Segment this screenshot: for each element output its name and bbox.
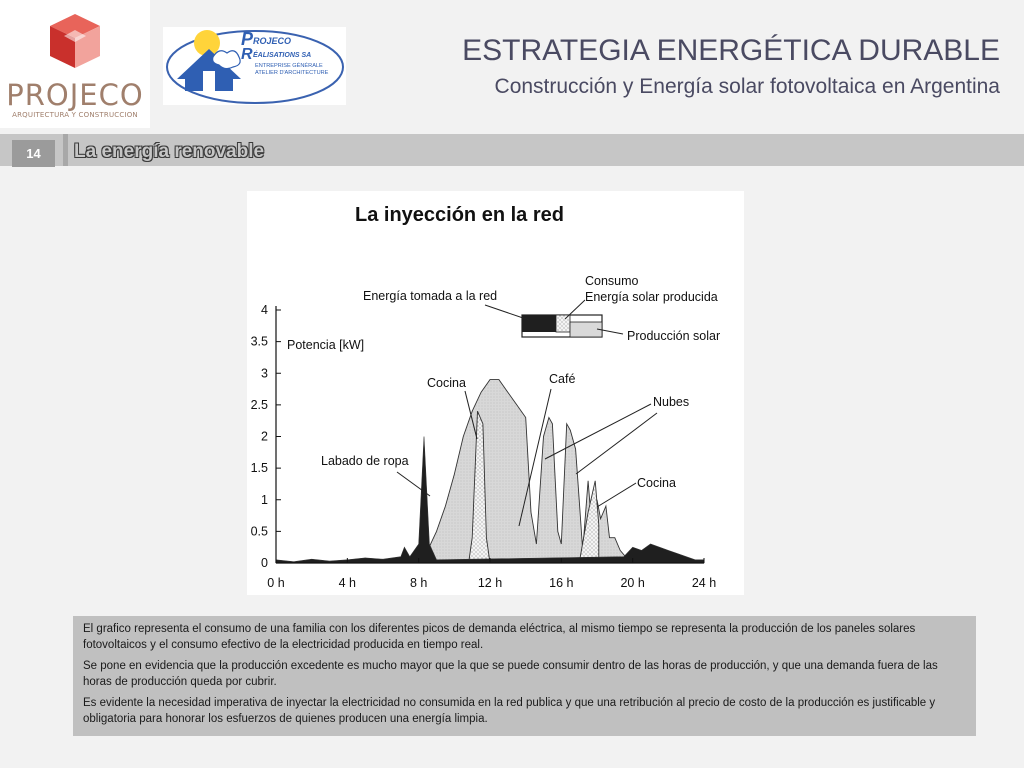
y-tick-label: 3.5 — [251, 335, 268, 349]
chart-annotations: Labado de ropa Cocina Café Nubes Cocina — [321, 372, 689, 527]
description-paragraph-2: Se pone en evidencia que la producción e… — [83, 660, 938, 688]
annotation-nubes: Nubes — [653, 395, 689, 409]
chart-legend: Energía tomada a la red Consumo Energía … — [363, 274, 720, 343]
annotation-cocina-1: Cocina — [427, 376, 466, 390]
section-bar — [0, 134, 1024, 166]
annotation-cocina-2: Cocina — [637, 476, 676, 490]
legend-swatch-grid — [522, 315, 556, 332]
svg-text:ENTREPRISE GÉNÉRALE: ENTREPRISE GÉNÉRALE — [255, 62, 323, 69]
x-tick-label: 20 h — [620, 576, 644, 590]
svg-text:ATELIER D'ARCHITECTURE: ATELIER D'ARCHITECTURE — [255, 70, 329, 76]
section-title: La energía renovable — [74, 141, 265, 162]
x-tick-label: 24 h — [692, 576, 716, 590]
svg-text:R: R — [241, 46, 253, 63]
y-tick-label: 2 — [261, 430, 268, 444]
y-axis-label: Potencia [kW] — [287, 338, 364, 352]
series-area-1 — [409, 379, 634, 564]
legend-swatch-self — [555, 314, 571, 333]
svg-text:ÉALISATIONS SA: ÉALISATIONS SA — [253, 50, 311, 59]
y-tick-label: 2.5 — [251, 398, 268, 412]
series-layer — [275, 379, 705, 564]
x-tick-label: 4 h — [339, 576, 356, 590]
brand-tagline: ARQUITECTURA Y CONSTRUCCION — [12, 111, 138, 119]
chart-panel: La inyección en la red Potencia [kW] 0 0.… — [247, 191, 744, 595]
energy-chart: La inyección en la red Potencia [kW] 0 0.… — [251, 204, 721, 590]
chart-title: La inyección en la red — [355, 204, 564, 226]
y-tick-label: 1 — [261, 493, 268, 507]
cloud-icon — [212, 50, 241, 70]
annotation-cafe: Café — [549, 372, 575, 386]
page-number-badge: 14 — [12, 140, 55, 167]
section-divider — [63, 134, 68, 166]
page-title: ESTRATEGIA ENERGÉTICA DURABLE — [462, 34, 1000, 67]
legend-solar-label: Producción solar — [627, 329, 720, 343]
svg-text:P: P — [241, 29, 254, 49]
y-tick-label: 1.5 — [251, 461, 268, 475]
partner-logo[interactable]: P ROJECO R ÉALISATIONS SA ENTREPRISE GÉN… — [163, 27, 346, 105]
y-tick-label: 3 — [261, 366, 268, 380]
x-tick-label: 0 h — [267, 576, 284, 590]
annotation-laundry: Labado de ropa — [321, 454, 409, 468]
description-paragraph-3: Es evidente la necesidad imperativa de i… — [83, 697, 936, 725]
description-box: El grafico representa el consumo de una … — [73, 616, 976, 736]
sun-icon — [194, 30, 220, 56]
partner-logo-graphic: P ROJECO R ÉALISATIONS SA ENTREPRISE GÉN… — [166, 29, 344, 104]
legend-grid-label: Energía tomada a la red — [363, 289, 497, 303]
svg-text:ROJECO: ROJECO — [253, 36, 291, 46]
page-subtitle: Construcción y Energía solar fotovoltaic… — [494, 75, 1000, 98]
legend-consumo-label: Consumo — [585, 274, 639, 288]
x-tick-label: 8 h — [410, 576, 427, 590]
series-area-3 — [275, 436, 705, 564]
brand-name: PROJECO — [6, 78, 144, 112]
projeco-logo[interactable]: PROJECO ARQUITECTURA Y CONSTRUCCION — [0, 0, 150, 128]
cube-logo-icon — [50, 14, 100, 68]
x-tick-label: 12 h — [478, 576, 502, 590]
legend-self-label: Energía solar producida — [585, 290, 718, 304]
y-tick-label: 0 — [261, 556, 268, 570]
axis-layer: 0 0.5 1 1.5 2 2.5 3 3.5 4 0 h 4 h 8 h 12 h 16 h 20 h 24… — [251, 303, 717, 590]
y-tick-label: 0.5 — [251, 524, 268, 538]
x-tick-label: 16 h — [549, 576, 573, 590]
y-tick-label: 4 — [261, 303, 268, 317]
house-icon — [177, 49, 241, 91]
description-paragraph-1: El grafico representa el consumo de una … — [83, 623, 916, 651]
